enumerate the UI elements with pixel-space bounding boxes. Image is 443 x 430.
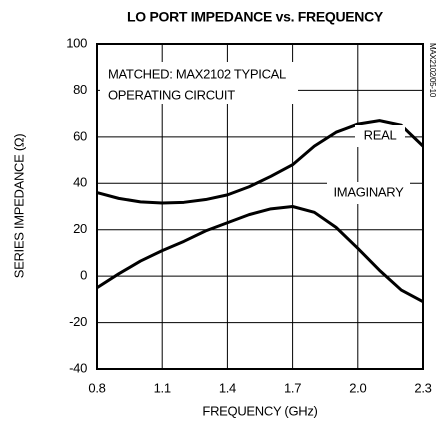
plot-frame <box>96 43 424 370</box>
series-label: IMAGINARY <box>333 184 404 199</box>
side-note: MAX2102/05-10 <box>428 43 437 98</box>
x-tick-label: 1.7 <box>284 380 301 395</box>
annotation: OPERATING CIRCUIT <box>108 87 235 102</box>
x-tick-label: 2.0 <box>349 380 366 395</box>
y-axis-label: SERIES IMPEDANCE (Ω) <box>11 134 26 279</box>
x-tick-label: 2.3 <box>414 380 431 395</box>
series-label-bg <box>355 125 405 147</box>
series-line <box>96 119 425 205</box>
y-tick-label: 80 <box>73 82 87 97</box>
y-tick-label: 0 <box>80 268 87 283</box>
y-tick-label: 20 <box>73 221 87 236</box>
x-tick-label: 1.1 <box>154 380 171 395</box>
x-axis-label: FREQUENCY (GHz) <box>202 403 317 418</box>
chart-title: LO PORT IMPEDANCE vs. FREQUENCY <box>127 9 384 25</box>
x-tick-label: 1.4 <box>219 380 236 395</box>
y-tick-label: 40 <box>73 175 87 190</box>
y-tick-label: -40 <box>69 360 87 375</box>
x-tick-label: 0.8 <box>88 380 105 395</box>
series-line <box>96 205 424 304</box>
series-label-bg <box>327 182 410 204</box>
series-label: REAL <box>364 127 397 142</box>
annotation-bg <box>100 62 298 104</box>
y-tick-label: 60 <box>73 128 87 143</box>
y-tick-label: 100 <box>66 35 87 50</box>
annotation: MATCHED: MAX2102 TYPICAL <box>108 66 286 81</box>
y-tick-label: -20 <box>69 314 87 329</box>
